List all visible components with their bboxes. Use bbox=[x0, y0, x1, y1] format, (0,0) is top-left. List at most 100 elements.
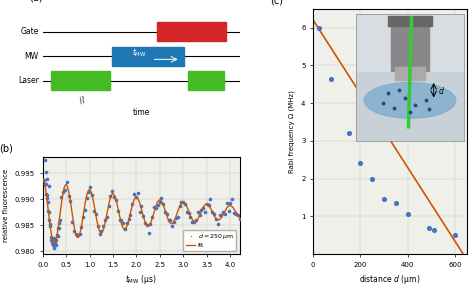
Point bbox=[451, 233, 459, 237]
Point bbox=[107, 194, 114, 199]
Point bbox=[201, 209, 209, 214]
Point bbox=[114, 209, 121, 213]
Point bbox=[44, 200, 52, 205]
Point bbox=[145, 231, 153, 236]
Point bbox=[101, 217, 109, 222]
Point bbox=[200, 205, 207, 210]
Point bbox=[96, 231, 103, 236]
Point bbox=[54, 225, 62, 230]
Bar bbox=[111, 47, 184, 66]
Point bbox=[157, 195, 165, 200]
Point bbox=[100, 224, 107, 229]
Point bbox=[55, 220, 63, 225]
Point bbox=[53, 232, 61, 237]
Point bbox=[198, 208, 205, 213]
Point bbox=[187, 215, 194, 219]
Point bbox=[232, 212, 240, 217]
Point bbox=[156, 199, 164, 204]
Text: //: // bbox=[78, 95, 86, 105]
Point bbox=[125, 217, 132, 221]
Point bbox=[210, 212, 218, 217]
Point bbox=[214, 222, 221, 227]
Point bbox=[85, 190, 92, 194]
Point bbox=[121, 227, 129, 232]
Point bbox=[225, 209, 232, 213]
Point bbox=[83, 195, 91, 200]
Point bbox=[148, 215, 156, 219]
Point bbox=[123, 220, 131, 225]
Bar bbox=[51, 71, 109, 91]
Point bbox=[167, 218, 174, 222]
Point bbox=[159, 201, 167, 206]
Point bbox=[105, 204, 112, 208]
Point bbox=[45, 184, 53, 189]
Point bbox=[228, 197, 236, 201]
Point bbox=[46, 218, 53, 223]
Point bbox=[430, 227, 438, 232]
Point bbox=[90, 209, 98, 214]
Text: (c): (c) bbox=[270, 0, 283, 6]
Point bbox=[119, 221, 127, 225]
Bar bbox=[157, 22, 226, 41]
Point bbox=[43, 195, 50, 200]
Point bbox=[203, 202, 210, 206]
Point bbox=[150, 204, 158, 209]
Point bbox=[136, 210, 143, 214]
Point bbox=[189, 220, 196, 225]
Point bbox=[61, 187, 69, 192]
Point bbox=[52, 239, 59, 244]
Point bbox=[41, 158, 48, 163]
Point bbox=[42, 181, 49, 186]
Point bbox=[141, 220, 149, 225]
Point bbox=[165, 218, 173, 223]
Point bbox=[327, 76, 335, 81]
Point bbox=[55, 225, 63, 230]
Point bbox=[45, 209, 52, 214]
Point bbox=[221, 212, 229, 217]
Point bbox=[205, 203, 212, 207]
Point bbox=[52, 243, 60, 247]
Point bbox=[78, 225, 85, 229]
Point bbox=[46, 224, 54, 228]
Point bbox=[118, 218, 125, 223]
Point bbox=[128, 202, 136, 206]
Point bbox=[51, 241, 59, 246]
Point bbox=[89, 192, 96, 197]
Point bbox=[47, 235, 55, 240]
Point bbox=[209, 210, 216, 215]
Legend: $d = 250\,\mu$m, fit: $d = 250\,\mu$m, fit bbox=[183, 230, 237, 251]
Point bbox=[230, 211, 238, 215]
Point bbox=[152, 206, 160, 210]
Point bbox=[223, 201, 230, 205]
Point bbox=[94, 224, 101, 228]
Point bbox=[54, 234, 61, 239]
Point bbox=[170, 220, 178, 225]
Text: time: time bbox=[132, 108, 150, 117]
Point bbox=[345, 131, 353, 135]
Point bbox=[98, 228, 105, 233]
Point bbox=[65, 193, 73, 198]
Point bbox=[194, 210, 201, 215]
Point bbox=[41, 182, 48, 186]
Point bbox=[67, 199, 74, 204]
Point bbox=[137, 204, 145, 208]
Text: Gate: Gate bbox=[20, 27, 39, 36]
Y-axis label: relative fluorescence: relative fluorescence bbox=[3, 169, 9, 242]
Point bbox=[103, 215, 110, 219]
Point bbox=[380, 197, 388, 202]
Text: (a): (a) bbox=[29, 0, 43, 2]
Point bbox=[196, 213, 203, 217]
Point bbox=[425, 225, 433, 230]
Point bbox=[132, 195, 140, 200]
Point bbox=[51, 235, 58, 240]
Point bbox=[130, 192, 138, 197]
Point bbox=[56, 218, 64, 223]
Point bbox=[48, 240, 56, 245]
Point bbox=[59, 190, 67, 195]
Point bbox=[45, 210, 53, 215]
Point bbox=[236, 217, 243, 222]
Point bbox=[49, 237, 57, 242]
Point bbox=[57, 195, 65, 199]
Point bbox=[47, 238, 55, 242]
Point bbox=[185, 210, 192, 215]
